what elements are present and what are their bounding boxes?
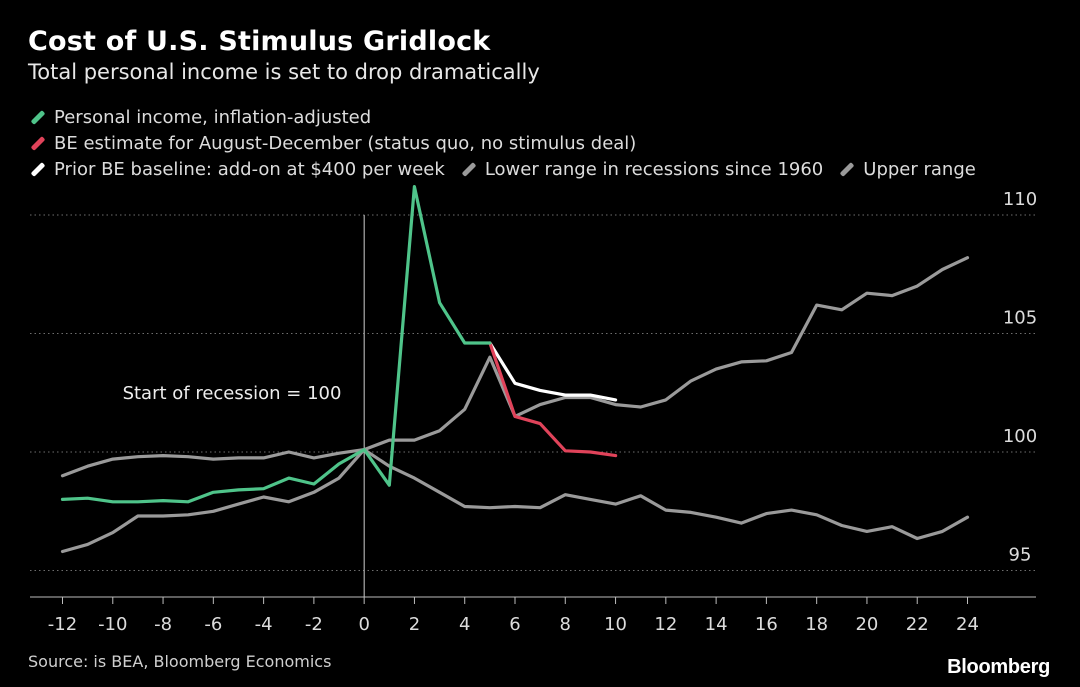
legend-item-prior-baseline: Prior BE baseline: add-on at $400 per we…: [28, 159, 445, 180]
source-note: Source: is BEA, Bloomberg Economics: [28, 652, 332, 671]
be-estimate-line: [488, 341, 618, 458]
x-tick-label: 4: [459, 614, 470, 635]
legend-row: Personal income, inflation-adjusted: [28, 104, 1058, 130]
legend-item-lower-range: Lower range in recessions since 1960: [459, 159, 823, 180]
legend-row: BE estimate for August-December (status …: [28, 130, 1058, 156]
legend: Personal income, inflation-adjusted BE e…: [28, 104, 1058, 182]
y-tick-label: 100: [1003, 426, 1037, 447]
upper-range-line: [60, 256, 970, 478]
legend-label: Personal income, inflation-adjusted: [54, 106, 372, 128]
chart-subtitle: Total personal income is set to drop dra…: [28, 60, 540, 84]
y-tick-label: 105: [1003, 308, 1037, 329]
x-tick-label: 6: [509, 614, 520, 635]
legend-label: Prior BE baseline: add-on at $400 per we…: [54, 158, 445, 180]
y-tick-label: 95: [1009, 545, 1032, 566]
legend-item-be-estimate: BE estimate for August-December (status …: [28, 133, 636, 154]
x-tick-label: -6: [204, 614, 222, 635]
x-tick-label: 12: [654, 614, 677, 635]
legend-label: Upper range: [863, 158, 976, 180]
x-tick-label: 8: [560, 614, 571, 635]
x-tick-label: 16: [755, 614, 778, 635]
personal-income-line: [60, 185, 492, 504]
bloomberg-logo: Bloomberg: [947, 656, 1050, 678]
x-tick-label: 2: [409, 614, 420, 635]
x-tick-label: -10: [98, 614, 127, 635]
legend-label: Lower range in recessions since 1960: [484, 158, 824, 180]
legend-label: BE estimate for August-December (status …: [54, 132, 637, 154]
x-tick-label: 22: [906, 614, 929, 635]
x-tick-label: 20: [855, 614, 878, 635]
x-tick-label: 10: [604, 614, 627, 635]
x-tick-label: 18: [805, 614, 828, 635]
prior-baseline-line: [488, 341, 618, 402]
x-tick-label: -12: [48, 614, 77, 635]
x-tick-label: 14: [705, 614, 728, 635]
lower-range-line: [60, 448, 970, 554]
x-tick-label: -8: [154, 614, 172, 635]
chart-title: Cost of U.S. Stimulus Gridlock: [28, 26, 491, 57]
legend-row: Prior BE baseline: add-on at $400 per we…: [28, 156, 1058, 182]
legend-item-personal-income: Personal income, inflation-adjusted: [28, 107, 371, 128]
legend-item-upper-range: Upper range: [837, 159, 976, 180]
x-tick-label: -2: [305, 614, 323, 635]
x-tick-label: 0: [358, 614, 369, 635]
x-tick-label: 24: [956, 614, 979, 635]
y-tick-label: 110: [1003, 189, 1037, 210]
recession-annotation: Start of recession = 100: [123, 383, 342, 404]
x-tick-label: -4: [255, 614, 273, 635]
